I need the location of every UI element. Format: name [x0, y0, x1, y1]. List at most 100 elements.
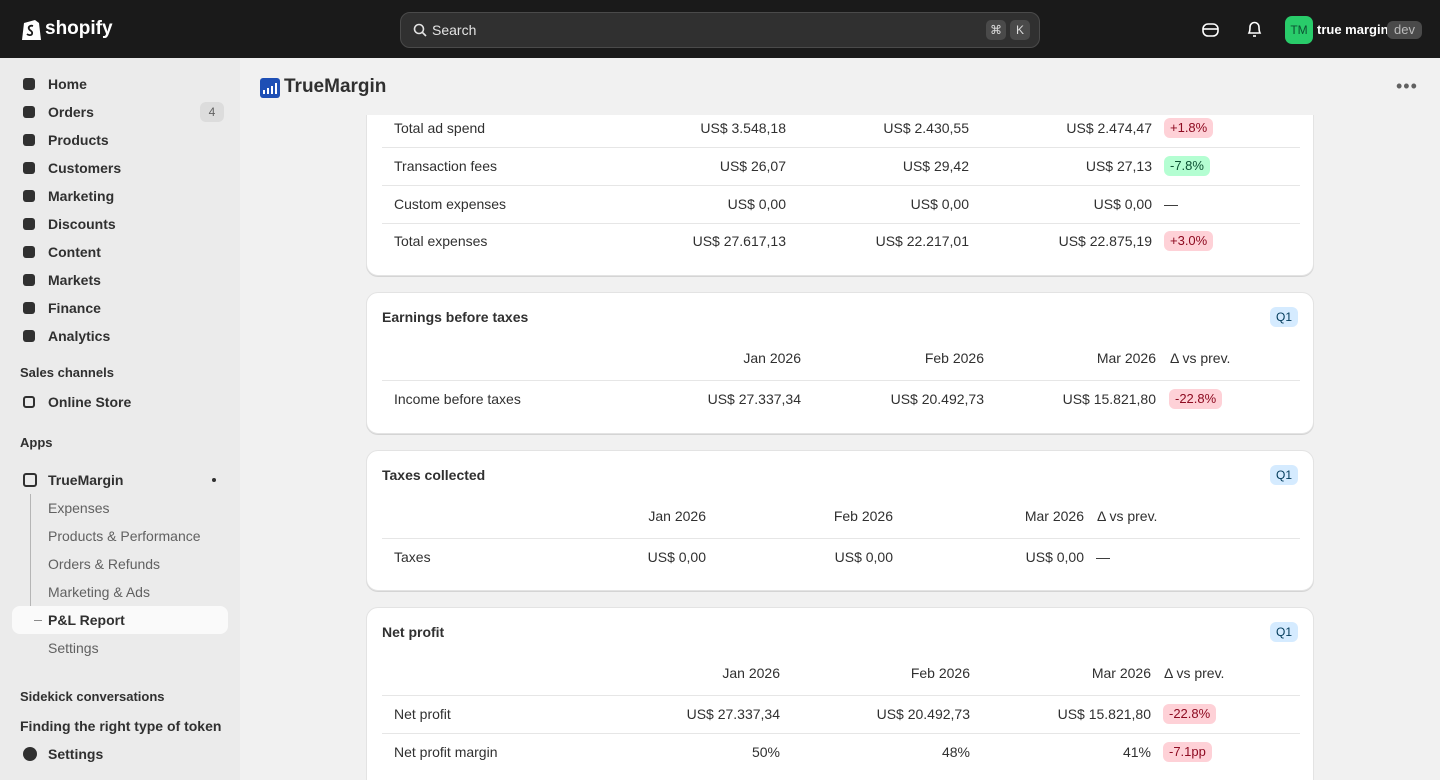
row-label: Total expenses: [394, 233, 488, 249]
shortcut-key: K: [1010, 20, 1030, 40]
column-header: Jan 2026: [648, 508, 706, 524]
sub-nav-item[interactable]: Marketing & Ads: [48, 584, 150, 600]
top-bar: shopify Search ⌘ K TM true margin dev: [0, 0, 1440, 58]
nav-item[interactable]: Finance: [48, 300, 101, 316]
nav-icon: [23, 190, 35, 202]
delta: -22.8%: [1163, 704, 1217, 724]
row-value: US$ 20.492,73: [876, 706, 970, 722]
delta: -7.1pp: [1163, 742, 1212, 762]
row-value: US$ 22.217,01: [875, 233, 969, 249]
nav-item[interactable]: Settings: [48, 746, 104, 762]
tree-arrow: [34, 620, 42, 621]
nav-item[interactable]: Marketing: [48, 188, 115, 204]
nav-item[interactable]: Orders: [48, 104, 94, 120]
row-value: US$ 2.430,55: [883, 120, 969, 136]
sub-nav-item[interactable]: Products & Performance: [48, 528, 201, 544]
row-value: US$ 26,07: [719, 158, 786, 174]
sub-nav-item[interactable]: P&L Report: [48, 612, 125, 628]
row-label: Net profit: [394, 706, 451, 722]
row-value: US$ 0,00: [910, 196, 969, 212]
row-value: US$ 2.474,47: [1066, 120, 1152, 136]
selected-bg: [12, 606, 228, 634]
notifications-icon[interactable]: [1247, 21, 1262, 38]
row-value: US$ 0,00: [1025, 549, 1084, 565]
row-value: US$ 0,00: [647, 549, 706, 565]
nav-icon: [23, 302, 35, 314]
card-title: Net profit: [382, 624, 445, 640]
nav-item[interactable]: Content: [48, 244, 101, 260]
column-header: Feb 2026: [924, 350, 984, 366]
period-badge: Q1: [1270, 622, 1299, 642]
section-heading[interactable]: Apps: [20, 435, 53, 450]
column-header: Feb 2026: [833, 508, 893, 524]
column-header: Jan 2026: [722, 665, 780, 681]
delta: +1.8%: [1164, 118, 1214, 138]
divider: [382, 147, 1300, 148]
nav-item[interactable]: Online Store: [48, 394, 132, 410]
section-heading[interactable]: Sidekick conversations: [20, 689, 165, 704]
row-label: Total ad spend: [394, 120, 486, 136]
row-value: US$ 0,00: [727, 196, 786, 212]
nav-icon: [23, 218, 35, 230]
nav-item[interactable]: Discounts: [48, 216, 116, 232]
store-name[interactable]: true margin: [1317, 22, 1389, 37]
nav-item[interactable]: Customers: [48, 160, 122, 176]
divider: [382, 223, 1300, 224]
tree-line: [30, 494, 31, 620]
card: Taxes collected Q1 Jan 2026 Feb 2026 Mar 202…: [366, 450, 1314, 591]
nav-item[interactable]: Home: [48, 76, 87, 92]
nav-icon: [23, 78, 35, 90]
row-label: Taxes: [394, 549, 431, 565]
divider: [382, 695, 1300, 696]
row-value: US$ 27.337,34: [707, 391, 801, 407]
more-menu[interactable]: •••: [1396, 76, 1418, 96]
period-badge: Q1: [1270, 465, 1299, 485]
card-title: Earnings before taxes: [382, 309, 529, 325]
column-header: Δ vs prev.: [1164, 665, 1225, 681]
delta: -22.8%: [1169, 389, 1223, 409]
sub-nav-item[interactable]: Expenses: [48, 500, 110, 516]
sub-nav-item[interactable]: Settings: [48, 640, 99, 656]
nav-icon: [23, 246, 35, 258]
sub-nav-item[interactable]: Orders & Refunds: [48, 556, 161, 572]
card: Total ad spend US$ 3.548,18 US$ 2.430,55 US…: [366, 115, 1314, 276]
nav-item[interactable]: Analytics: [48, 328, 111, 344]
row-value: US$ 15.821,80: [1062, 391, 1156, 407]
search-placeholder: Search: [432, 22, 477, 38]
delta: —: [1096, 549, 1110, 565]
row-value: US$ 20.492,73: [890, 391, 984, 407]
nav-icon: [23, 473, 37, 487]
column-header: Feb 2026: [910, 665, 970, 681]
column-header: Mar 2026: [1096, 350, 1156, 366]
nav-icon: [23, 106, 35, 118]
search-icon: [413, 23, 427, 37]
section-heading[interactable]: Sales channels: [20, 365, 114, 380]
nav-icon: [23, 396, 35, 408]
nav-item[interactable]: Products: [48, 132, 109, 148]
nav-item[interactable]: Markets: [48, 272, 101, 288]
column-header: Mar 2026: [1091, 665, 1151, 681]
nav-count: 4: [200, 102, 224, 122]
conversation[interactable]: Finding the right type of token: [20, 718, 222, 734]
search-box[interactable]: Search ⌘ K: [400, 12, 1040, 48]
row-label: Transaction fees: [394, 158, 497, 174]
nav-item[interactable]: TrueMargin: [48, 472, 124, 488]
row-value: 41%: [1122, 744, 1151, 760]
row-value: US$ 0,00: [1093, 196, 1152, 212]
avatar[interactable]: TM: [1285, 16, 1313, 44]
divider: [382, 185, 1300, 186]
delta: -7.8%: [1164, 156, 1210, 176]
delta: —: [1164, 196, 1178, 212]
row-value: US$ 15.821,80: [1057, 706, 1151, 722]
row-value: US$ 29,42: [902, 158, 969, 174]
row-label: Custom expenses: [394, 196, 507, 212]
column-header: Mar 2026: [1024, 508, 1084, 524]
sidebar: Home Orders 4 Products Customers Marketing Dis…: [0, 58, 240, 780]
column-header: Jan 2026: [743, 350, 801, 366]
shopify-logo: [22, 20, 41, 40]
app-icon: [260, 78, 280, 98]
column-header: Δ vs prev.: [1170, 350, 1231, 366]
nav-icon: [23, 274, 35, 286]
sidekick-icon[interactable]: [1202, 22, 1219, 38]
shortcut-key: ⌘: [986, 20, 1006, 40]
